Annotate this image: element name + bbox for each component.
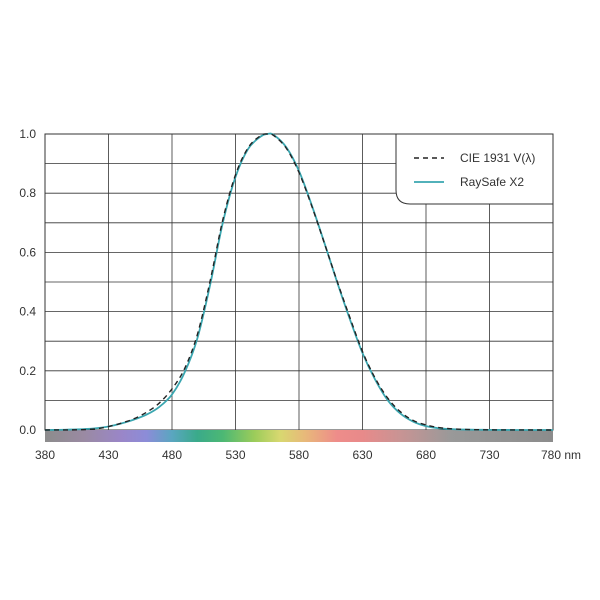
x-tick-label: 480 (162, 448, 182, 462)
x-tick-label: 580 (289, 448, 309, 462)
y-tick-label: 1.0 (19, 127, 36, 141)
legend-label-cie: CIE 1931 V(λ) (460, 151, 535, 165)
axis-ticks: 0.0 0.2 0.4 0.6 0.8 1.0 380 430 480 530 580 630 680 7… (19, 127, 581, 462)
x-tick-label: 630 (352, 448, 372, 462)
series-lines (44, 132, 554, 431)
x-tick-label: 530 (225, 448, 245, 462)
x-tick-label: 680 (416, 448, 436, 462)
spectrum-band (45, 430, 553, 442)
x-tick-label: 430 (98, 448, 118, 462)
legend-box (395, 133, 554, 205)
x-tick-label: 730 (479, 448, 499, 462)
legend-label-raysafe: RaySafe X2 (460, 175, 524, 189)
legend: CIE 1931 V(λ) RaySafe X2 (395, 133, 554, 205)
y-tick-label: 0.6 (19, 245, 36, 259)
series-line-cie (44, 133, 554, 431)
x-tick-label: 780 nm (541, 448, 581, 462)
y-tick-label: 0.2 (19, 364, 36, 378)
x-tick-label: 380 (35, 448, 55, 462)
y-tick-label: 0.0 (19, 423, 36, 437)
y-tick-label: 0.8 (19, 186, 36, 200)
y-tick-label: 0.4 (19, 305, 36, 319)
